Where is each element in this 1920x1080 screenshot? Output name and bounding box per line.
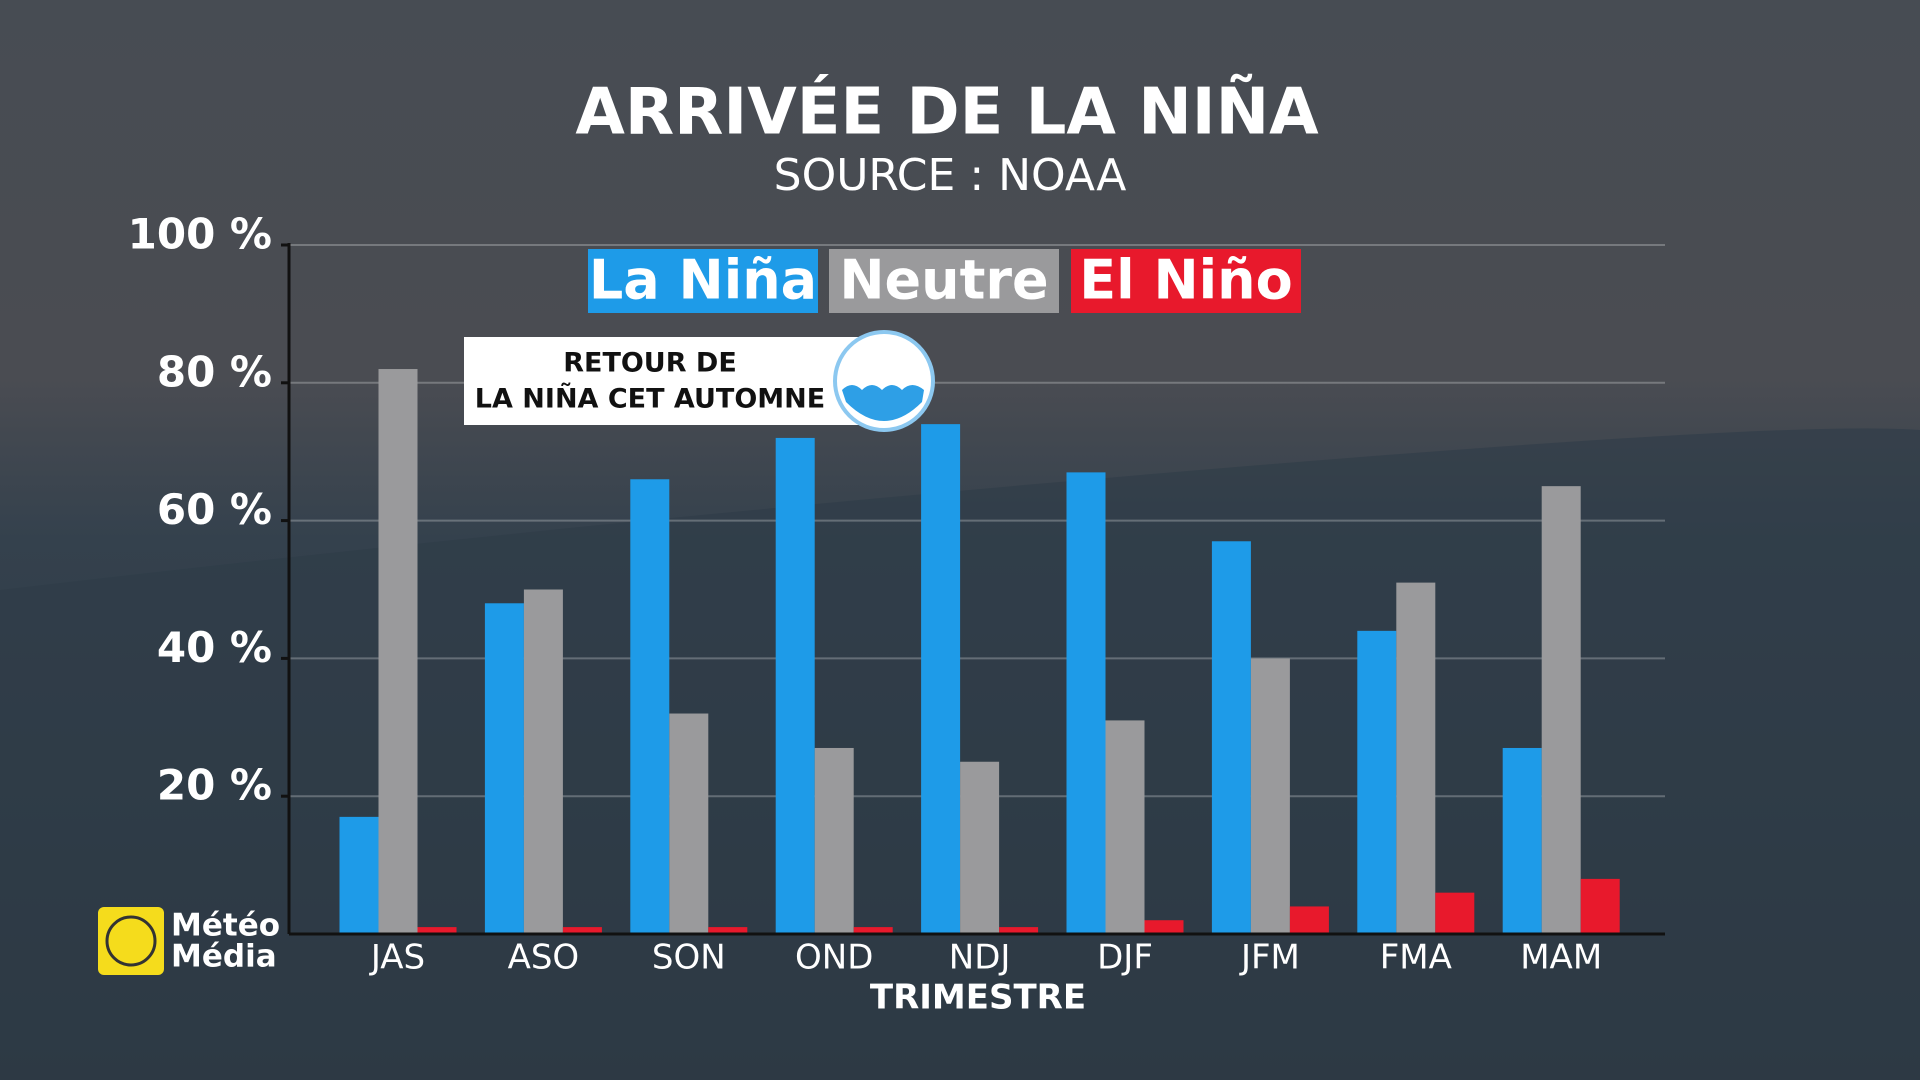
bar <box>1357 630 1397 934</box>
annotation-line: RETOUR DE <box>563 348 737 379</box>
bar <box>1211 541 1251 934</box>
bar <box>1250 658 1290 934</box>
x-tick-label: NDJ <box>949 938 1011 978</box>
logo-globe <box>105 915 157 967</box>
legend-item: La Niña <box>588 249 818 313</box>
legend-label: El Niño <box>1079 249 1292 312</box>
legend-label: La Niña <box>589 249 817 312</box>
legend-swatch <box>1071 249 1301 313</box>
x-tick-label: MAM <box>1520 938 1602 978</box>
bar <box>378 369 418 934</box>
y-tick-label: 20 % <box>157 761 272 810</box>
x-tick-label: JAS <box>369 938 425 978</box>
bar <box>960 761 1000 934</box>
bar <box>339 816 379 934</box>
chart-subtitle: SOURCE : NOAA <box>774 150 1127 201</box>
bar <box>1396 582 1436 934</box>
x-tick-label: SON <box>652 938 726 978</box>
legend-swatch <box>829 249 1059 313</box>
bar <box>523 589 563 934</box>
y-tick-label: 40 % <box>157 623 272 672</box>
annotation-line: LA NIÑA CET AUTOMNE <box>475 383 825 415</box>
bar <box>630 479 670 934</box>
bar <box>814 747 854 934</box>
bar <box>853 927 893 934</box>
legend-label: Neutre <box>839 249 1048 312</box>
legend-item: El Niño <box>1071 249 1301 313</box>
y-tick-label: 60 % <box>157 485 272 534</box>
x-tick-label: OND <box>795 938 873 978</box>
bar <box>562 927 602 934</box>
bar <box>775 437 815 934</box>
bar <box>921 424 961 934</box>
chart-title: ARRIVÉE DE LA NIÑA <box>575 74 1319 150</box>
bar <box>1502 747 1542 934</box>
x-tick-label: FMA <box>1380 938 1452 978</box>
legend-item: Neutre <box>829 249 1059 313</box>
x-tick-label: ASO <box>508 938 580 978</box>
bar <box>484 603 524 934</box>
wave-icon-water <box>842 385 924 421</box>
legend-swatch <box>588 249 818 313</box>
bar <box>1435 892 1475 934</box>
bar <box>708 927 748 934</box>
bar <box>1541 486 1581 934</box>
x-tick-label: DJF <box>1097 938 1153 978</box>
y-tick-label: 80 % <box>157 347 272 396</box>
bar <box>417 927 457 934</box>
x-axis-label: TRIMESTRE <box>870 978 1086 1018</box>
bar <box>1289 906 1329 934</box>
bar <box>1066 472 1106 934</box>
plot: 20 % 40 % 60 % 80 % 100 % JAS ASO SON OND NDJ DJF J… <box>128 210 1665 978</box>
bar <box>1580 878 1620 934</box>
bar <box>1144 920 1184 934</box>
x-tick-label: JFM <box>1239 938 1300 978</box>
bar <box>999 927 1039 934</box>
annotation: RETOUR DE LA NIÑA CET AUTOMNE <box>464 330 935 432</box>
bar <box>669 713 709 934</box>
bar <box>1105 720 1145 934</box>
y-tick-label: 100 % <box>128 210 272 259</box>
logo-text: Média <box>171 939 277 975</box>
annotation-box <box>464 337 874 425</box>
logo-text: Météo <box>171 908 280 944</box>
logo: Météo Média <box>98 907 280 975</box>
